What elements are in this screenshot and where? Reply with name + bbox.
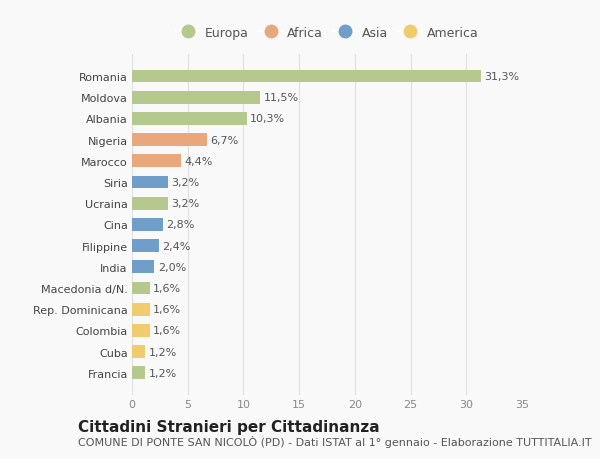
Text: 1,2%: 1,2% xyxy=(149,347,177,357)
Legend: Europa, Africa, Asia, America: Europa, Africa, Asia, America xyxy=(173,24,481,42)
Text: 2,8%: 2,8% xyxy=(167,220,195,230)
Text: 3,2%: 3,2% xyxy=(171,178,199,188)
Text: Cittadini Stranieri per Cittadinanza: Cittadini Stranieri per Cittadinanza xyxy=(78,419,380,434)
Text: 4,4%: 4,4% xyxy=(184,157,213,167)
Bar xyxy=(132,155,181,168)
Bar xyxy=(132,367,145,379)
Text: 2,0%: 2,0% xyxy=(158,262,186,272)
Text: 2,4%: 2,4% xyxy=(162,241,190,251)
Text: 1,6%: 1,6% xyxy=(153,326,181,336)
Bar xyxy=(132,92,260,104)
Bar xyxy=(132,261,154,274)
Bar xyxy=(132,346,145,358)
Text: 1,6%: 1,6% xyxy=(153,283,181,293)
Text: COMUNE DI PONTE SAN NICOLÒ (PD) - Dati ISTAT al 1° gennaio - Elaborazione TUTTIT: COMUNE DI PONTE SAN NICOLÒ (PD) - Dati I… xyxy=(78,436,592,448)
Text: 3,2%: 3,2% xyxy=(171,199,199,209)
Text: 10,3%: 10,3% xyxy=(250,114,285,124)
Bar xyxy=(132,303,150,316)
Text: 1,6%: 1,6% xyxy=(153,304,181,314)
Bar xyxy=(132,134,206,147)
Text: 11,5%: 11,5% xyxy=(263,93,299,103)
Bar xyxy=(132,176,167,189)
Bar xyxy=(132,240,159,252)
Bar xyxy=(132,325,150,337)
Bar xyxy=(132,218,163,231)
Bar xyxy=(132,113,247,125)
Bar xyxy=(132,197,167,210)
Text: 31,3%: 31,3% xyxy=(484,72,519,82)
Text: 1,2%: 1,2% xyxy=(149,368,177,378)
Bar xyxy=(132,282,150,295)
Text: 6,7%: 6,7% xyxy=(210,135,238,146)
Bar xyxy=(132,71,481,83)
